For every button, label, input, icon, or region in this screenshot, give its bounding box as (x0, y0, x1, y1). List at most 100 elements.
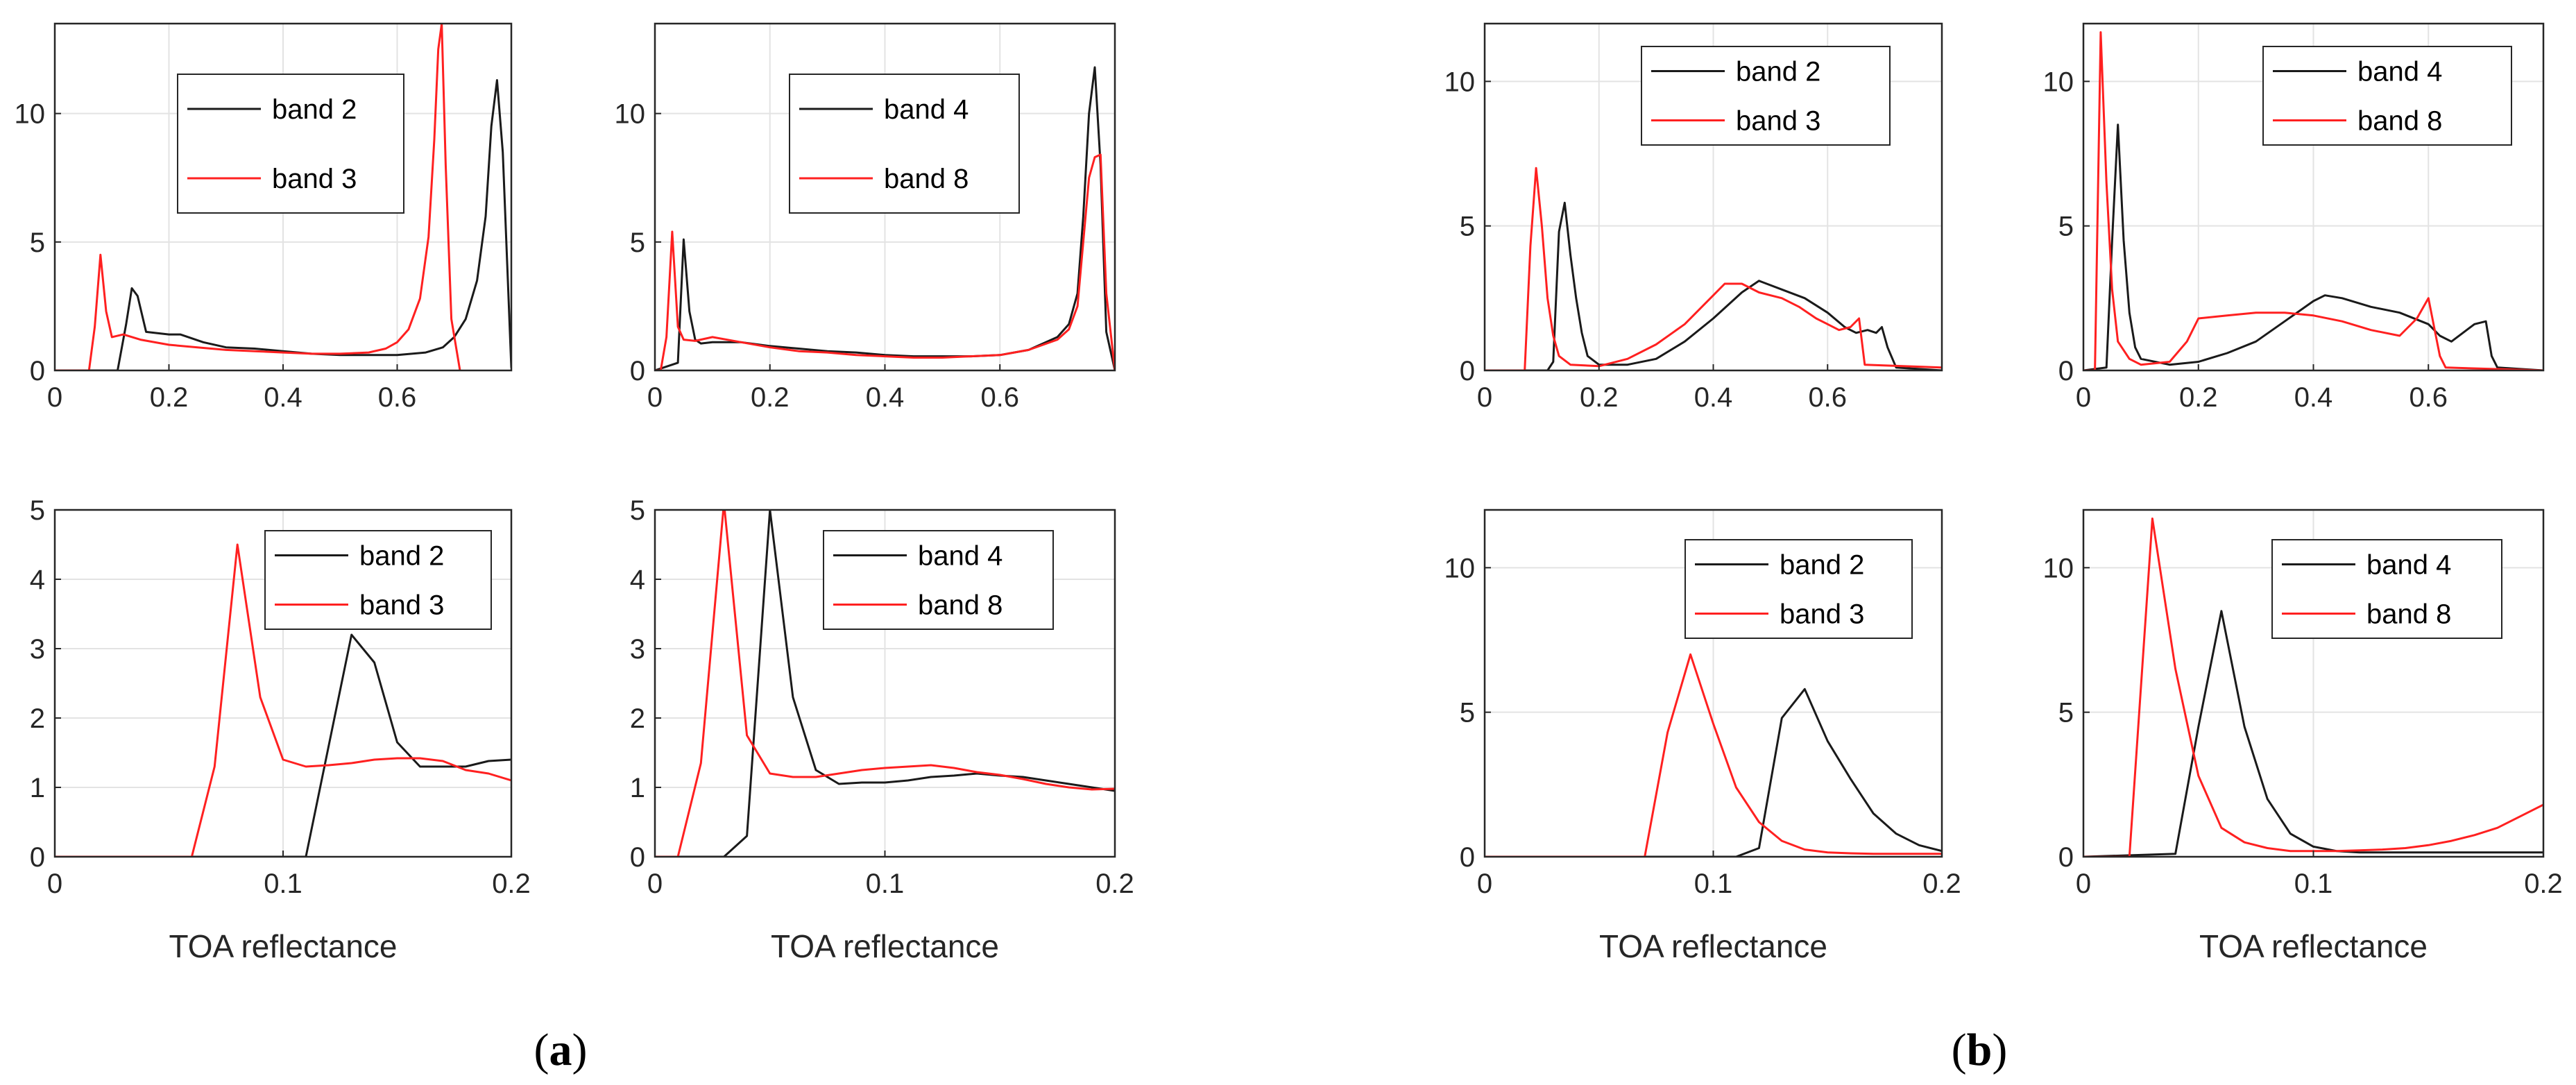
y-tick-label: 0 (2058, 842, 2074, 873)
x-tick-label: 0.2 (1922, 869, 1961, 899)
x-tick-label: 0.1 (264, 869, 302, 899)
series-line-band-8 (2083, 31, 2543, 370)
legend-label: band 2 (272, 94, 357, 125)
legend-label: band 8 (2357, 106, 2442, 137)
legend-label: band 4 (918, 541, 1003, 572)
x-tick-label: 0 (47, 382, 62, 413)
y-tick-label: 0 (30, 842, 45, 873)
chart-panel-b-top-right: 0 0.2 0.4 0.6 0 5 10 band 4 band 8 (2043, 22, 2545, 413)
legend-box (2271, 539, 2502, 639)
x-tick-label: 0.2 (150, 382, 189, 413)
legend: band 4 band 8 (789, 74, 1020, 214)
x-tick-label: 0.2 (751, 382, 790, 413)
x-tick-label: 0.6 (2409, 382, 2448, 413)
legend: band 2 band 3 (1684, 539, 1913, 639)
legend-label: band 3 (1736, 106, 1820, 137)
legend: band 4 band 8 (823, 530, 1054, 630)
y-tick-label: 5 (2058, 698, 2074, 728)
legend: band 4 band 8 (2262, 46, 2512, 146)
series-line-band-8 (655, 510, 1115, 857)
legend-label: band 4 (2357, 57, 2442, 87)
x-tick-label: 0.2 (1580, 382, 1619, 413)
chart-panel-a-top-left: 0 0.2 0.4 0.6 0 5 10 band 2 band 3 (15, 22, 513, 413)
y-tick-label: 0 (1460, 842, 1475, 873)
y-tick-label: 4 (630, 565, 645, 595)
y-tick-label: 5 (1460, 212, 1475, 242)
legend-label: band 8 (884, 164, 969, 194)
x-tick-label: 0.1 (2294, 869, 2333, 899)
y-tick-label: 10 (2043, 67, 2074, 97)
y-tick-label: 5 (630, 228, 645, 258)
y-tick-label: 10 (15, 99, 46, 130)
x-tick-label: 0.2 (492, 869, 531, 899)
x-tick-label: 0 (2076, 869, 2091, 899)
chart-panel-b-bottom-left: 0 0.1 0.2 0 5 10 TOA reflectance band 2 band 3 (1444, 509, 1961, 964)
x-tick-label: 0 (1477, 382, 1492, 413)
legend: band 2 band 3 (1641, 46, 1891, 146)
x-tick-label: 0.4 (2294, 382, 2333, 413)
x-tick-label: 0.4 (264, 382, 302, 413)
series-line-band-3 (1485, 653, 1942, 857)
x-tick-label: 0.4 (866, 382, 905, 413)
x-tick-label: 0.1 (866, 869, 905, 899)
series-line-band-3 (55, 543, 511, 857)
y-tick-label: 0 (630, 842, 645, 873)
y-tick-label: 0 (1460, 356, 1475, 386)
legend-label: band 4 (2366, 550, 2451, 581)
legend-box (177, 74, 404, 214)
y-tick-label: 2 (630, 703, 645, 734)
y-tick-label: 3 (30, 634, 45, 665)
x-axis-title: TOA reflectance (2199, 928, 2428, 964)
chart-panel-a-bottom-left: 0 0.1 0.2 0 1 2 3 4 5 TOA reflectance band 2 band 3 (30, 495, 531, 964)
legend: band 4 band 8 (2271, 539, 2502, 639)
x-axis-title: TOA reflectance (771, 928, 999, 964)
legend-box (789, 74, 1020, 214)
series-line-band-4 (2083, 123, 2543, 370)
y-tick-label: 10 (1444, 553, 1476, 583)
legend-label: band 8 (918, 590, 1003, 621)
series-line-band-3 (1485, 166, 1942, 370)
legend: band 2 band 3 (264, 530, 492, 630)
legend-box (2262, 46, 2512, 146)
y-tick-label: 0 (2058, 356, 2074, 386)
x-tick-label: 0 (2076, 382, 2091, 413)
legend: band 2 band 3 (177, 74, 404, 214)
y-tick-label: 3 (630, 634, 645, 665)
x-tick-label: 0.2 (1095, 869, 1134, 899)
series-line-band-4 (655, 510, 1115, 857)
y-tick-label: 5 (630, 495, 645, 526)
y-tick-label: 5 (30, 495, 45, 526)
legend-box (823, 530, 1054, 630)
x-tick-label: 0 (647, 869, 663, 899)
y-tick-label: 1 (30, 773, 45, 803)
x-tick-label: 0.2 (2179, 382, 2218, 413)
chart-panel-b-top-left: 0 0.2 0.4 0.6 0 5 10 band 2 band 3 (1444, 22, 1943, 413)
y-tick-label: 0 (30, 356, 45, 386)
legend-box (1641, 46, 1891, 146)
legend-box (1684, 539, 1913, 639)
series-line-band-2 (55, 633, 511, 857)
legend-label: band 8 (2366, 599, 2451, 630)
y-tick-label: 5 (2058, 212, 2074, 242)
legend-label: band 3 (359, 590, 444, 621)
legend-label: band 3 (1780, 599, 1864, 630)
x-axis-title: TOA reflectance (1599, 928, 1827, 964)
panel-label-a: (a) (534, 1025, 588, 1075)
x-tick-label: 0 (647, 382, 663, 413)
x-tick-label: 0.2 (2524, 869, 2563, 899)
legend-label: band 2 (359, 541, 444, 572)
series-line-band-8 (2083, 518, 2543, 857)
y-tick-label: 10 (2043, 553, 2074, 583)
x-tick-label: 0.1 (1694, 869, 1733, 899)
x-axis-title: TOA reflectance (169, 928, 398, 964)
y-tick-label: 10 (615, 99, 646, 130)
chart-panel-a-bottom-right: 0 0.1 0.2 0 1 2 3 4 5 TOA reflectance band 4 band 8 (630, 495, 1134, 964)
y-tick-label: 4 (30, 565, 45, 595)
x-tick-label: 0.6 (980, 382, 1019, 413)
panel-label-b: (b) (1952, 1025, 2008, 1075)
legend-box (264, 530, 492, 630)
y-tick-label: 1 (630, 773, 645, 803)
y-tick-label: 0 (630, 356, 645, 386)
